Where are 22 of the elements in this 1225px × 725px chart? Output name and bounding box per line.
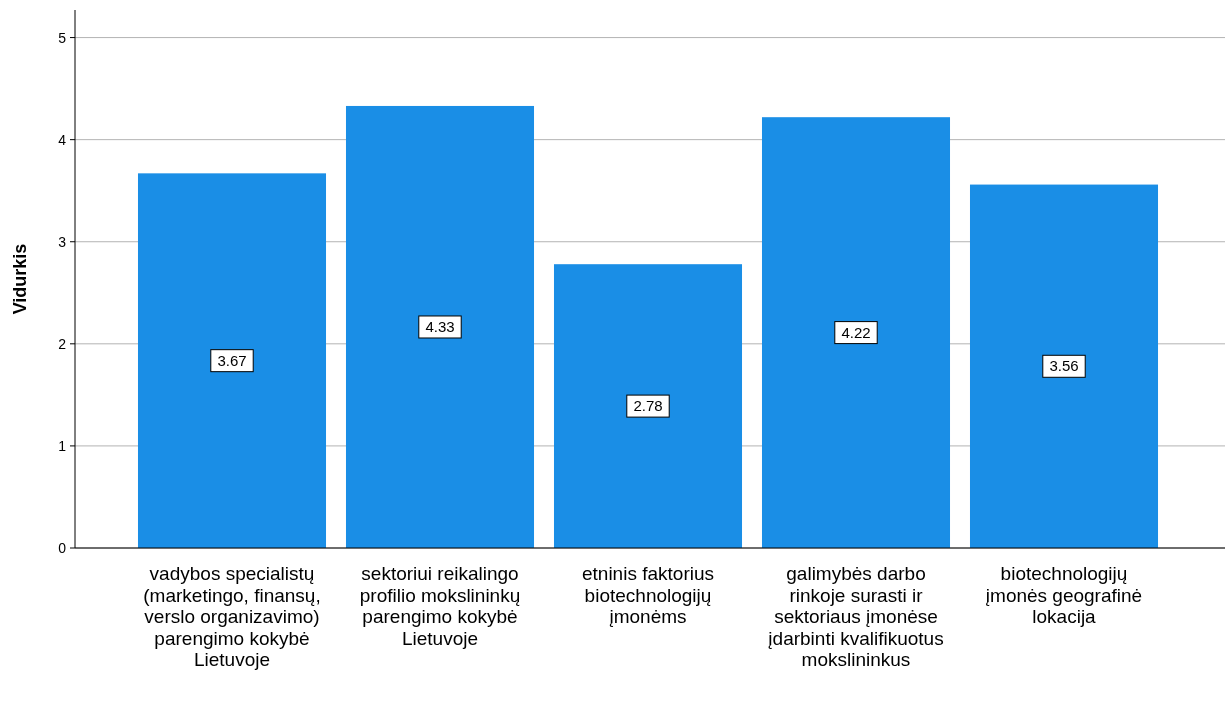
y-tick-label: 5: [58, 29, 67, 46]
bar: [345, 105, 535, 548]
data-label: 3.67: [217, 351, 247, 369]
data-label: 4.33: [425, 317, 455, 335]
x-tick-label: biotechnologijų įmonės geografinė lokacija: [985, 563, 1143, 627]
x-tick-label: etninis faktorius biotechnologijų įmonėms: [581, 563, 715, 627]
bar: [969, 184, 1159, 548]
data-label: 2.78: [633, 397, 663, 415]
data-label: 3.56: [1049, 357, 1079, 375]
x-tick-label: galimybės darbo rinkoje surasti ir sektoriaus įmonėse įdarbinti kvalifikuotus mokslininkus: [768, 563, 944, 670]
y-tick-label: 2: [58, 335, 67, 352]
bar: [553, 264, 743, 548]
y-tick-label: 0: [58, 540, 67, 556]
data-label: 4.22: [841, 323, 871, 341]
y-tick-label: 4: [58, 131, 67, 148]
bar: [761, 117, 951, 548]
x-tick-label: sektoriui reikalingo profilio mokslininkų parengimo kokybė Lietuvoje: [359, 563, 521, 649]
y-axis-title: Vidurkis: [10, 243, 30, 315]
x-tick-label: vadybos specialistų (marketingo, finansų, verslo organizavimo) parengimo kokybė Lietuvoje: [143, 563, 321, 670]
bar: [137, 173, 327, 548]
y-tick-label: 1: [58, 437, 67, 454]
y-tick-label: 3: [58, 233, 67, 250]
